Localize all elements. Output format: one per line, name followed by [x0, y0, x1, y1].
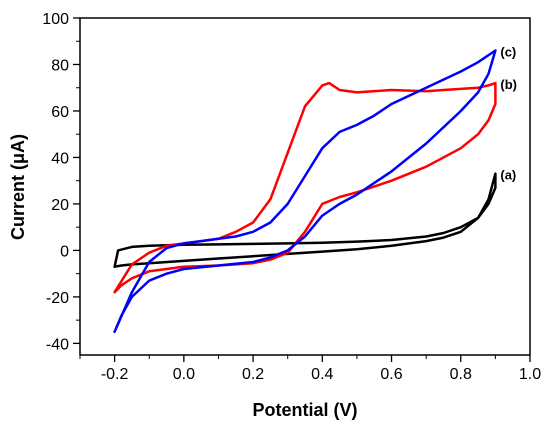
- x-tick-label: 0.8: [450, 366, 472, 383]
- x-axis-label: Potential (V): [252, 400, 357, 420]
- series-label: (c): [500, 45, 516, 60]
- y-tick-label: 60: [51, 104, 69, 121]
- y-axis-label: Current (μA): [8, 134, 28, 240]
- series-layer: [113, 49, 497, 334]
- series-line-1: [113, 172, 497, 268]
- plot-frame: [79, 17, 531, 356]
- y-tick-label: -40: [46, 336, 69, 353]
- x-tick-label: 0.4: [311, 366, 333, 383]
- series-label: (a): [500, 168, 516, 183]
- y-axis-ticks: -40 -20 0 20 40 60 80 100: [42, 11, 80, 353]
- x-axis-ticks: -0.2 0.0 0.2 0.4 0.6 0.8 1.0: [79, 355, 541, 383]
- y-tick-label: 0: [60, 243, 69, 260]
- x-tick-label: 0.6: [380, 366, 402, 383]
- series-line-3: [113, 49, 497, 334]
- y-tick-label: -20: [46, 290, 69, 307]
- x-tick-label: -0.2: [101, 366, 129, 383]
- x-tick-label: 1.0: [519, 366, 541, 383]
- x-tick-label: 0.0: [173, 366, 195, 383]
- y-tick-label: 80: [51, 57, 69, 74]
- series-label: (b): [500, 77, 517, 92]
- series-labels: (a) (b) (c): [500, 45, 517, 183]
- y-tick-label: 100: [42, 11, 69, 28]
- y-tick-label: 40: [51, 150, 69, 167]
- y-tick-label: 20: [51, 197, 69, 214]
- x-tick-label: 0.2: [242, 366, 264, 383]
